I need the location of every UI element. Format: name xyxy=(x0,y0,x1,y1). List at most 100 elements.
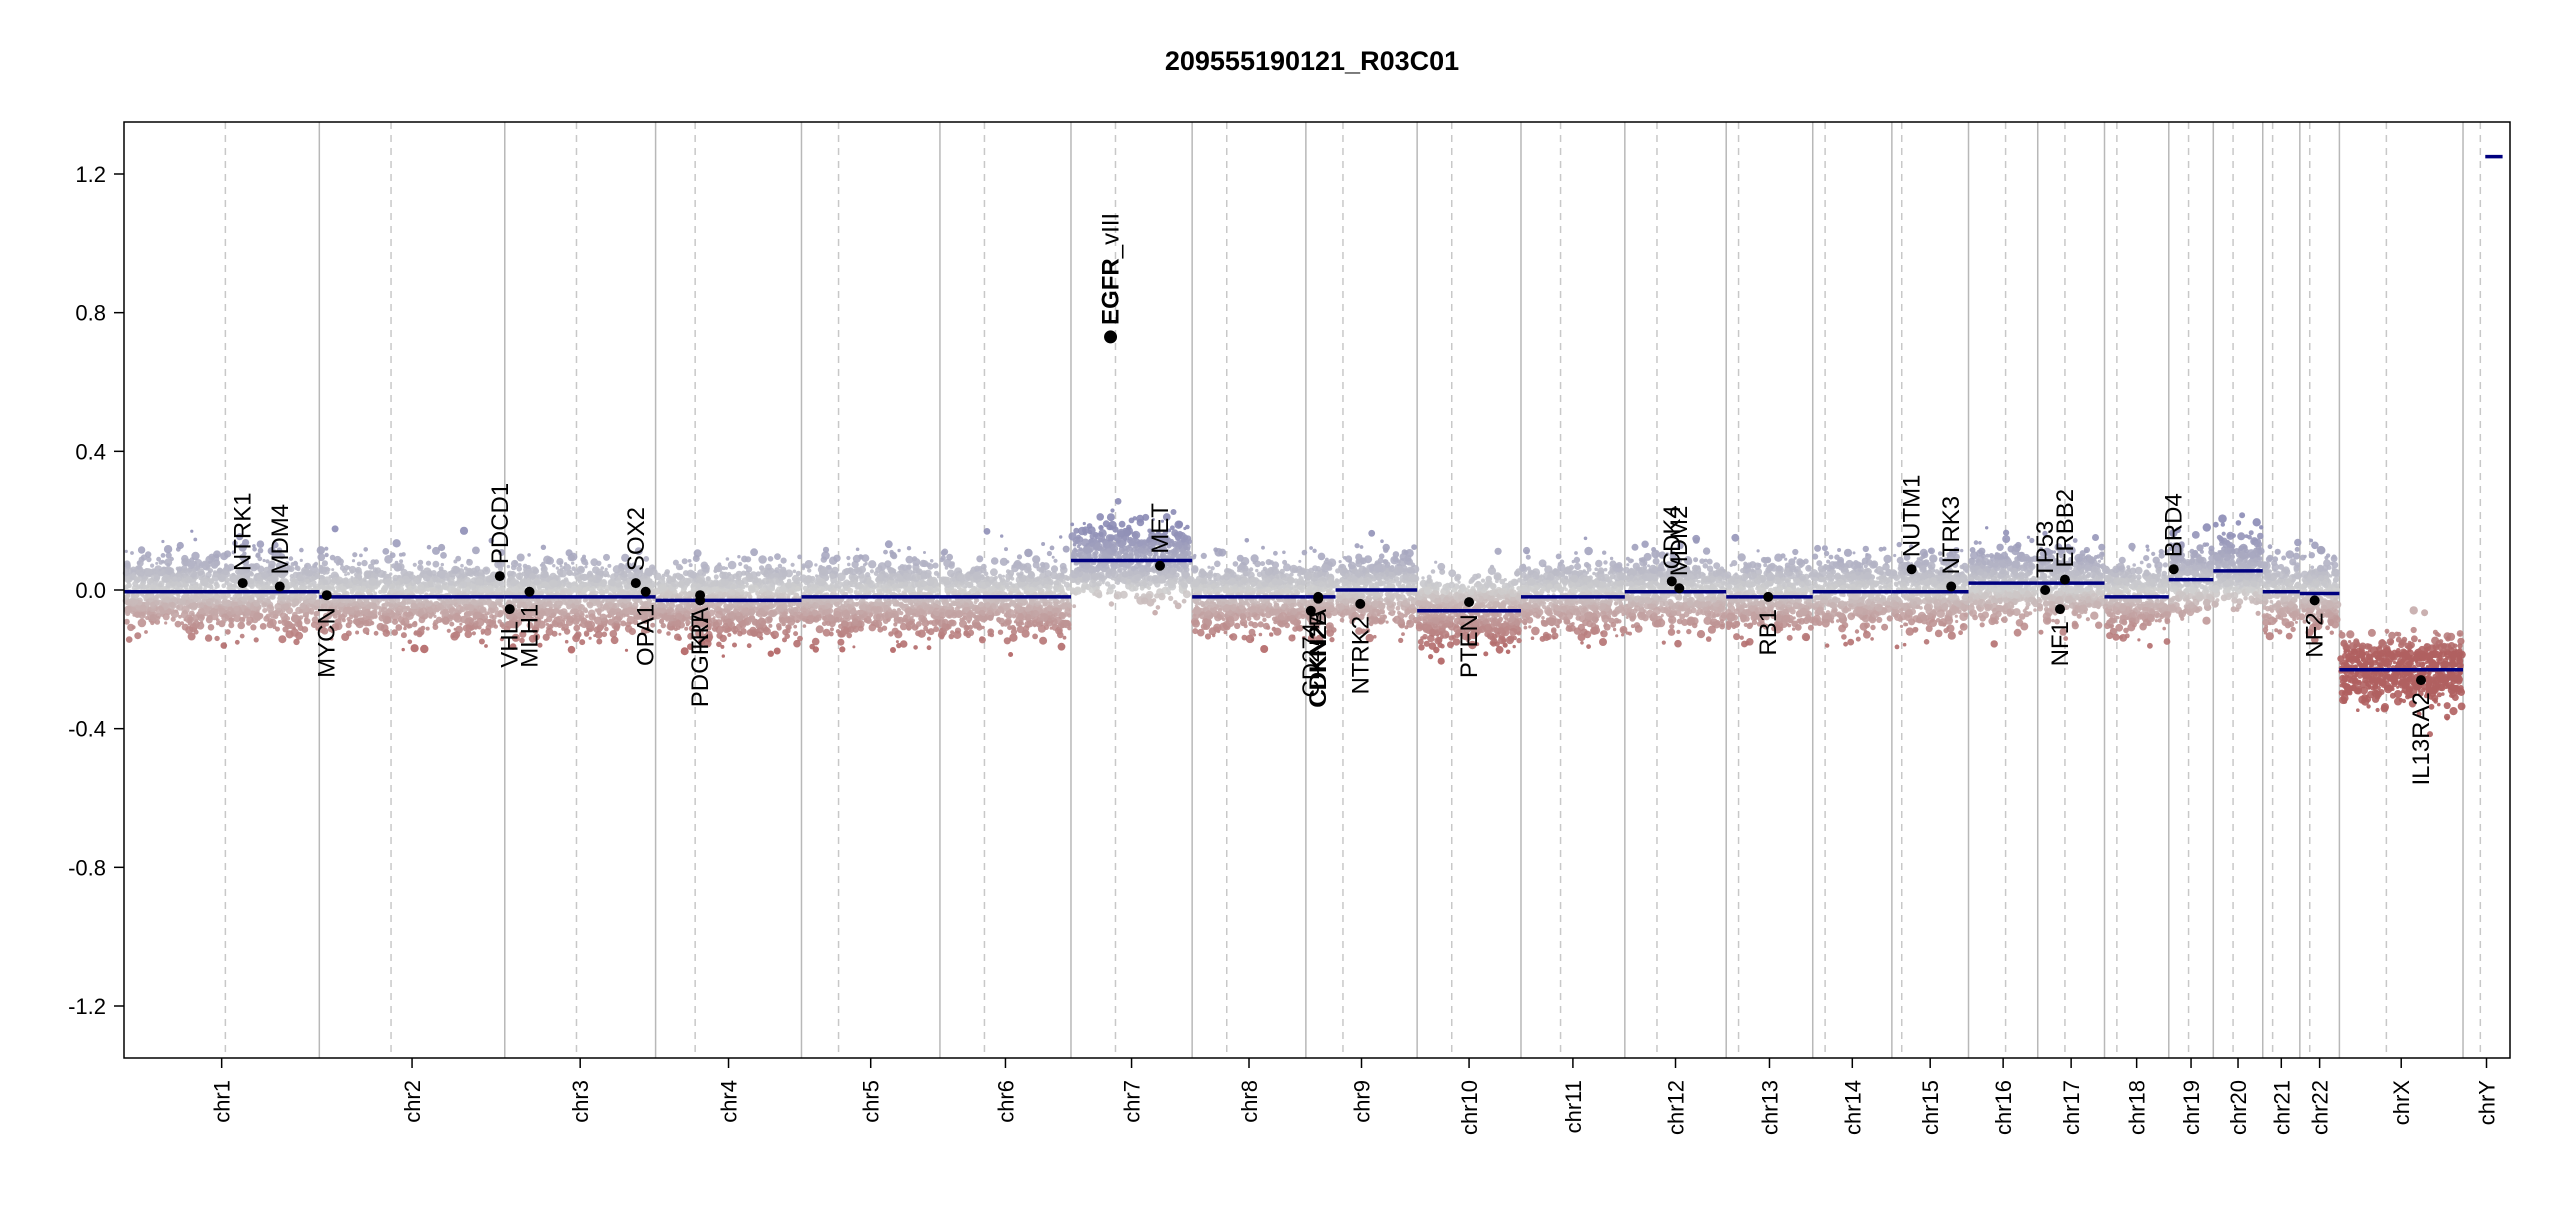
probe-point xyxy=(569,555,575,561)
probe-point xyxy=(304,618,310,624)
probe-point xyxy=(340,586,347,593)
probe-point xyxy=(284,615,288,619)
probe-point xyxy=(629,622,632,625)
probe-point xyxy=(169,602,177,610)
probe-point xyxy=(374,631,379,636)
probe-point xyxy=(473,612,481,620)
probe-point xyxy=(670,576,676,582)
probe-point xyxy=(291,615,298,622)
probe-point xyxy=(375,570,379,574)
probe-point xyxy=(683,570,689,576)
probe-point xyxy=(665,569,670,574)
probe-point xyxy=(305,565,308,568)
probe-point xyxy=(737,588,741,592)
probe-point xyxy=(677,604,682,609)
probe-point xyxy=(406,606,410,610)
probe-point xyxy=(268,586,271,589)
probe-point xyxy=(599,625,603,629)
probe-point xyxy=(340,566,345,571)
probe-point xyxy=(736,612,741,617)
probe-point xyxy=(610,587,615,592)
probe-point xyxy=(494,582,500,588)
probe-point xyxy=(549,579,557,587)
probe-point xyxy=(460,581,467,588)
probe-point xyxy=(441,563,444,566)
probe-point xyxy=(355,606,359,610)
probe-point xyxy=(794,607,797,610)
probe-point xyxy=(541,545,546,550)
probe-point xyxy=(560,590,565,595)
probe-point xyxy=(203,587,207,591)
probe-point xyxy=(472,599,478,605)
probe-point xyxy=(546,601,552,607)
probe-point xyxy=(383,629,391,637)
probe-point xyxy=(299,609,303,613)
probe-point xyxy=(317,546,325,554)
probe-point xyxy=(780,586,786,592)
probe-point xyxy=(379,615,386,622)
probe-point xyxy=(768,624,772,628)
probe-point xyxy=(352,602,356,606)
probe-point xyxy=(382,548,389,555)
probe-point xyxy=(266,604,274,612)
probe-point xyxy=(382,585,388,591)
probe-point xyxy=(426,627,430,631)
probe-point xyxy=(467,604,474,611)
probe-point xyxy=(145,616,149,620)
probe-point xyxy=(165,567,173,575)
probe-point xyxy=(749,602,753,606)
probe-point xyxy=(465,568,473,576)
probe-point xyxy=(584,620,592,628)
probe-point xyxy=(355,611,360,616)
probe-point xyxy=(781,558,787,564)
probe-point xyxy=(313,585,316,588)
probe-point xyxy=(793,640,801,648)
probe-point xyxy=(214,593,220,599)
probe-point xyxy=(301,626,308,633)
probe-point xyxy=(250,624,256,630)
probe-point xyxy=(124,585,127,588)
probe-point xyxy=(219,608,225,614)
probe-point xyxy=(173,597,178,602)
probe-point xyxy=(235,640,240,645)
probe-point xyxy=(722,572,730,580)
probe-point xyxy=(177,566,182,571)
probe-point xyxy=(460,564,464,568)
probe-point xyxy=(568,646,576,654)
probe-point xyxy=(460,527,468,535)
probe-point xyxy=(661,623,666,628)
probe-point xyxy=(165,597,171,603)
probe-point xyxy=(486,598,492,604)
probe-point xyxy=(312,577,316,581)
probe-point xyxy=(433,615,436,618)
probe-point xyxy=(659,585,666,592)
probe-point xyxy=(354,586,361,593)
probe-point xyxy=(621,605,624,608)
probe-point xyxy=(569,600,572,603)
probe-point xyxy=(615,580,623,588)
probe-point xyxy=(132,581,138,587)
probe-point xyxy=(751,630,758,637)
probe-point xyxy=(278,620,282,624)
probe-point xyxy=(304,569,310,575)
probe-point xyxy=(400,578,405,583)
probe-point xyxy=(707,587,711,591)
probe-point xyxy=(363,577,366,580)
probe-point xyxy=(440,619,444,623)
probe-point xyxy=(130,567,136,573)
probe-point xyxy=(377,623,385,631)
probe-point xyxy=(395,582,398,585)
probe-point xyxy=(759,636,763,640)
probe-point xyxy=(392,539,400,547)
probe-point xyxy=(493,604,497,608)
probe-point xyxy=(533,568,539,574)
probe-point xyxy=(291,628,299,636)
probe-point xyxy=(269,619,277,627)
probe-point xyxy=(625,649,628,652)
probe-point xyxy=(896,640,899,643)
probe-point xyxy=(336,577,344,585)
probe-point xyxy=(679,581,684,586)
probe-point xyxy=(292,598,299,605)
probe-point xyxy=(265,581,268,584)
probe-point xyxy=(480,607,484,611)
